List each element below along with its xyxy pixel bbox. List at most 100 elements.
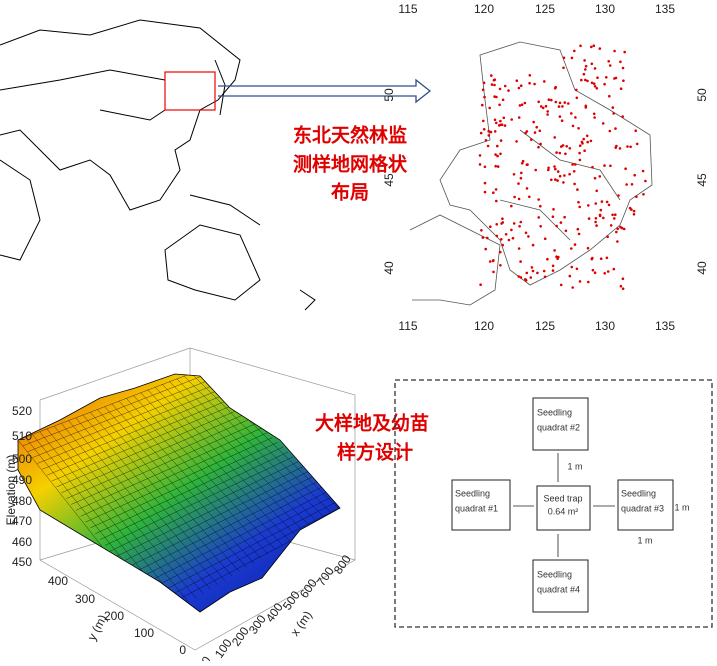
site-dot [591,165,594,169]
site-dot [486,144,490,148]
site-dot [507,89,510,92]
distance-label: 1 m [567,461,582,471]
site-dot [642,193,645,196]
site-dot [564,152,567,156]
site-dot [611,213,614,217]
lat-label: 45 [695,173,709,187]
site-dot [504,233,508,236]
site-dot [495,234,499,238]
site-dot [575,267,579,271]
site-dot [613,217,616,220]
site-dot [575,88,578,92]
site-dot [507,238,511,242]
site-dot [482,81,486,85]
lon-label: 115 [398,2,417,16]
site-dot [633,173,636,177]
site-dot [584,106,588,109]
site-dot [498,87,502,91]
site-dot [579,44,582,48]
map-caption: 东北天然林监 [293,123,407,146]
site-dot [614,146,617,149]
map-caption: 布局 [331,180,369,203]
mesh-line [27,379,211,452]
site-dot [600,200,604,203]
ne-map [409,41,653,306]
site-dot [525,163,529,166]
mesh-line [18,374,201,441]
mesh-line [147,389,290,541]
site-dot [482,119,485,123]
mesh-line [143,495,335,593]
site-dot [481,103,484,107]
site-dot [481,236,485,239]
site-dot [592,82,596,85]
site-dot [499,139,503,142]
site-dot [528,195,531,199]
site-dot [595,189,598,193]
site-dot [618,147,622,150]
site-dot [520,103,524,106]
site-dot [593,67,597,70]
site-dot [492,78,496,82]
quadrat-label: quadrat #4 [537,584,580,594]
mesh-line [138,490,330,587]
site-dot [598,47,602,50]
site-dot [489,225,492,228]
mesh-line [111,403,254,563]
site-dot [599,257,603,261]
site-dot [606,270,610,273]
mesh-line [183,375,326,519]
site-dot [494,164,498,168]
lat-label: 50 [695,88,709,102]
mesh-line [140,392,283,546]
site-dot [551,269,555,272]
site-dot [561,144,565,147]
trap-label: 0.64 m² [548,506,579,516]
site-dot [525,130,529,133]
distance-label: 1 m [637,535,652,545]
site-dot [539,225,542,228]
site-dot [596,76,599,79]
site-dot [611,106,615,109]
z-label: Elevation (m) [4,455,18,526]
mesh-line [56,408,242,488]
site-dot [609,224,613,227]
site-dot [554,100,558,104]
y-tick-label: 300 [75,592,95,606]
mesh-line [51,403,237,482]
mesh-line [125,397,269,555]
site-dot [590,257,594,261]
site-dot [483,181,487,185]
site-dot [494,153,497,156]
z-tick-label: 490 [12,473,32,487]
mesh-line [99,451,289,540]
site-dot [560,119,564,122]
site-dot [577,127,580,130]
site-dot [555,151,558,154]
site-dot [499,152,502,156]
site-dot [561,105,564,108]
site-dot [547,166,550,170]
site-dot [595,87,599,90]
site-dot [517,197,521,201]
mesh-line [109,461,299,552]
site-dot [499,250,502,254]
site-dot [483,165,487,169]
quadrat-label: quadrat #1 [455,503,498,513]
site-dot [512,222,516,225]
site-dot [590,81,594,85]
site-dot [594,220,597,224]
z-tick-label: 450 [12,555,32,569]
site-dot [495,223,499,226]
site-dot [572,170,576,173]
site-dot [632,209,636,213]
site-dot [609,164,612,168]
site-dot [493,118,497,122]
quadrat-label: quadrat #2 [537,422,580,432]
site-dot [630,183,634,186]
site-dot [578,205,581,209]
site-dot [570,112,573,115]
site-dot [568,172,571,176]
mesh-line [66,418,252,499]
mesh-line [71,422,257,505]
